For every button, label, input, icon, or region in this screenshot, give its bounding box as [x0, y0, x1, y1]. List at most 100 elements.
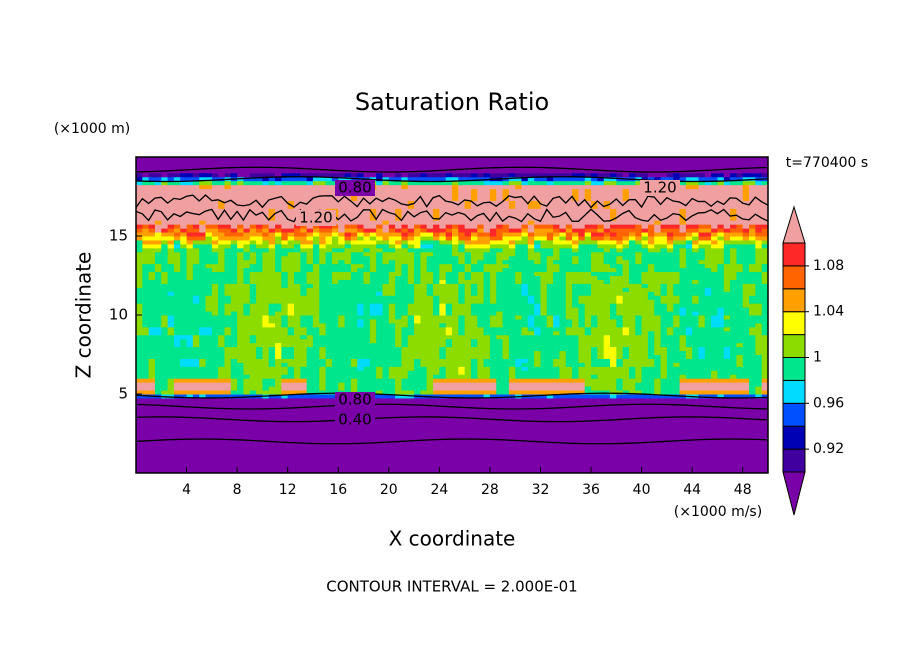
- field-cell: [382, 370, 390, 375]
- field-cell: [679, 346, 693, 352]
- field-cell: [679, 322, 699, 328]
- field-cell: [565, 295, 573, 300]
- field-cell: [369, 322, 377, 328]
- field-cell: [268, 224, 276, 229]
- field-cell: [458, 192, 472, 197]
- field-cell: [388, 303, 396, 308]
- field-cell: [610, 394, 617, 399]
- field-cell: [211, 247, 225, 253]
- field-cell: [142, 322, 162, 328]
- field-cell: [230, 239, 238, 245]
- field-cell: [136, 457, 769, 462]
- field-cell: [452, 307, 472, 312]
- field-cell: [489, 366, 510, 371]
- field-cell: [470, 204, 510, 209]
- field-cell: [685, 212, 731, 217]
- field-cell: [445, 176, 459, 182]
- field-cell: [698, 299, 744, 304]
- field-cell: [470, 311, 497, 316]
- field-cell: [433, 232, 440, 237]
- field-cell: [376, 334, 396, 340]
- field-cell: [698, 228, 712, 233]
- field-cell: [319, 299, 415, 304]
- field-cell: [167, 239, 175, 245]
- field-cell: [622, 255, 636, 261]
- field-cell: [148, 271, 156, 276]
- field-cell: [414, 299, 434, 304]
- field-cell: [388, 318, 409, 324]
- field-cell: [319, 318, 339, 324]
- field-cell: [439, 303, 447, 308]
- field-cell: [338, 318, 346, 324]
- field-cell: [641, 283, 649, 288]
- field-cell: [218, 303, 225, 308]
- field-cell: [761, 374, 769, 379]
- field-cell: [230, 299, 251, 304]
- field-cell: [287, 275, 295, 280]
- field-cell: [622, 236, 630, 241]
- field-cell: [761, 330, 769, 336]
- field-cell: [622, 267, 630, 273]
- field-cell: [319, 378, 327, 383]
- field-cell: [161, 330, 169, 336]
- field-cell: [489, 172, 510, 178]
- colorbar-box: [782, 288, 806, 313]
- field-cell: [603, 176, 617, 182]
- x-unit: (×1000 m/s): [674, 504, 762, 520]
- field-cell: [439, 322, 447, 328]
- field-cell: [749, 267, 763, 273]
- field-cell: [136, 287, 213, 292]
- field-cell: [186, 243, 194, 249]
- field-cell: [136, 425, 769, 431]
- field-cell: [262, 354, 270, 359]
- field-cell: [603, 236, 611, 241]
- field-cell: [749, 326, 763, 332]
- field-cell: [578, 232, 586, 237]
- field-cell: [300, 318, 314, 324]
- field-cell: [325, 370, 377, 375]
- field-cell: [616, 307, 655, 312]
- field-cell: [445, 374, 472, 379]
- field-cell: [559, 330, 567, 336]
- field-cell: [344, 243, 352, 249]
- field-cell: [161, 228, 169, 233]
- field-cell: [281, 255, 301, 261]
- field-cell: [628, 350, 649, 355]
- field-cell: [142, 247, 162, 253]
- field-cell: [546, 322, 554, 328]
- field-cell: [742, 188, 750, 194]
- field-cell: [641, 315, 662, 320]
- field-cell: [142, 180, 156, 186]
- field-cell: [433, 279, 440, 284]
- field-cell: [736, 271, 763, 276]
- field-cell: [761, 303, 769, 308]
- field-cell: [730, 176, 744, 182]
- field-cell: [464, 299, 485, 304]
- field-cell: [243, 176, 263, 182]
- field-cell: [262, 251, 276, 257]
- field-cell: [237, 318, 263, 324]
- field-cell: [711, 172, 725, 178]
- field-cell: [527, 299, 535, 304]
- field-cell: [268, 350, 276, 355]
- field-cell: [331, 251, 352, 257]
- field-cell: [230, 366, 244, 371]
- field-cell: [167, 291, 175, 296]
- field-cell: [723, 283, 731, 288]
- field-cell: [628, 172, 636, 178]
- field-cell: [502, 311, 535, 316]
- field-cell: [369, 279, 390, 284]
- field-cell: [136, 303, 143, 308]
- field-cell: [249, 271, 282, 276]
- field-cell: [407, 342, 447, 348]
- field-cell: [452, 263, 466, 269]
- field-cell: [546, 176, 554, 182]
- field-cell: [281, 390, 308, 395]
- field-cell: [445, 338, 453, 344]
- field-cell: [508, 239, 516, 245]
- field-cell: [224, 330, 232, 336]
- field-cell: [521, 279, 541, 284]
- field-cell: [508, 263, 548, 269]
- field-cell: [407, 315, 415, 320]
- field-cell: [679, 247, 687, 253]
